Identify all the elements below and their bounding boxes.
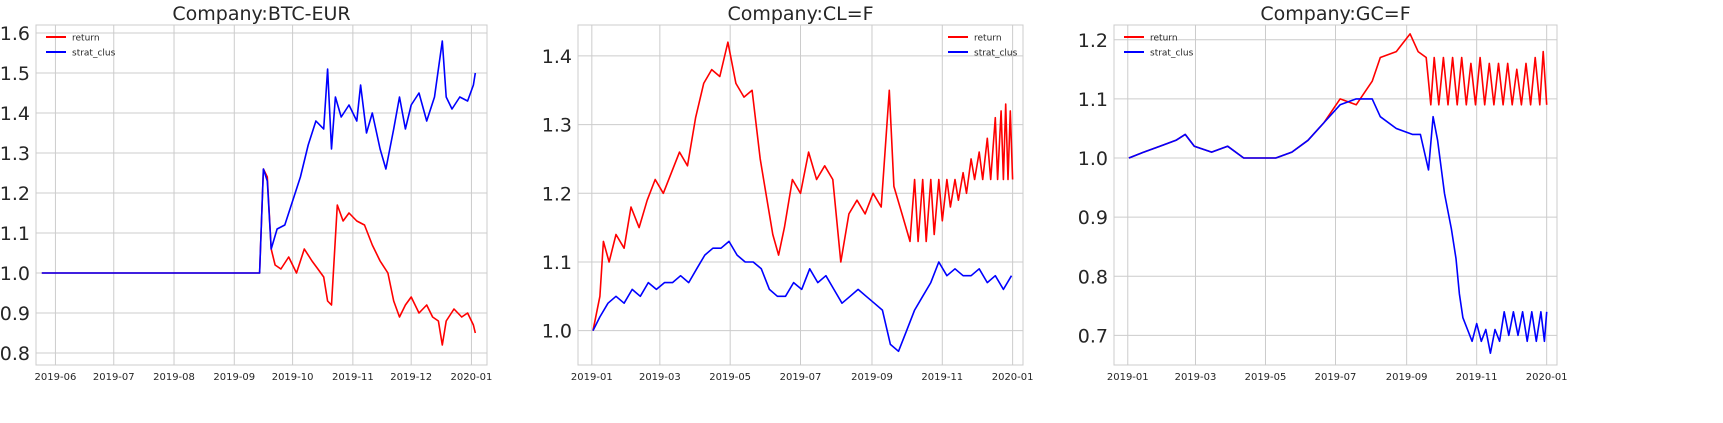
y-tick-label: 1.1 xyxy=(0,223,30,245)
legend-label: strat_clus xyxy=(974,49,1018,59)
y-tick-label: 1.0 xyxy=(1078,148,1108,170)
legend: return strat_clus xyxy=(1124,34,1194,59)
chart-title: Company:GC=F xyxy=(1260,3,1410,25)
plot-area xyxy=(36,25,487,365)
y-tick-label: 0.7 xyxy=(1078,325,1108,347)
y-tick-label: 1.0 xyxy=(0,263,30,285)
series-line-strat-clus xyxy=(592,240,1013,353)
x-tick-label: 2019-05 xyxy=(1245,372,1287,383)
x-tick-label: 2020-01 xyxy=(992,372,1034,383)
y-tick-label: 1.6 xyxy=(0,23,30,45)
x-tick-label: 2019-11 xyxy=(921,372,963,383)
x-tick-label: 2020-01 xyxy=(1526,372,1568,383)
legend-label: return xyxy=(974,34,1002,44)
y-tick-label: 1.4 xyxy=(0,103,30,125)
y-tick-label: 0.8 xyxy=(0,343,30,365)
chart-title: Company:BTC-EUR xyxy=(172,3,350,25)
chart-panel-cl-f: 2019-01 2019-03 2019-05 2019-07 2019-09 2019-… xyxy=(542,3,1034,383)
x-tick-label: 2019-11 xyxy=(1456,372,1498,383)
series-line-return xyxy=(41,168,477,346)
chart-title: Company:CL=F xyxy=(727,3,873,25)
y-tick-label: 1.4 xyxy=(542,46,572,68)
plot-frame xyxy=(35,24,488,366)
x-tick-label: 2020-01 xyxy=(451,372,493,383)
x-tick-label: 2019-05 xyxy=(709,372,751,383)
x-tick-label: 2019-08 xyxy=(153,372,195,383)
series-line-strat-clus xyxy=(41,40,477,274)
y-tick-label: 1.3 xyxy=(542,115,572,137)
x-tick-label: 2019-09 xyxy=(213,372,255,383)
x-tick-label: 2019-06 xyxy=(35,372,77,383)
plot-frame xyxy=(1113,24,1558,366)
legend-label: strat_clus xyxy=(1150,49,1194,59)
legend-label: return xyxy=(72,34,100,44)
y-tick-label: 0.9 xyxy=(0,303,30,325)
series-line-strat-clus xyxy=(1128,98,1548,354)
y-tick-label: 0.9 xyxy=(1078,207,1108,229)
legend: return strat_clus xyxy=(948,34,1018,59)
series-line-return xyxy=(592,41,1014,331)
x-tick-label: 2019-09 xyxy=(851,372,893,383)
x-tick-label: 2019-11 xyxy=(332,372,374,383)
y-tick-label: 1.2 xyxy=(542,183,572,205)
legend: return strat_clus xyxy=(46,34,116,59)
legend-label: return xyxy=(1150,34,1178,44)
x-tick-label: 2019-12 xyxy=(390,372,432,383)
x-tick-label: 2019-09 xyxy=(1386,372,1428,383)
y-tick-label: 1.0 xyxy=(542,321,572,343)
x-tick-label: 2019-10 xyxy=(272,372,314,383)
chart-panel-gc-f: 2019-01 2019-03 2019-05 2019-07 2019-09 2019-… xyxy=(1078,3,1568,383)
plot-frame xyxy=(577,24,1024,366)
x-tick-label: 2019-01 xyxy=(571,372,613,383)
y-tick-label: 1.5 xyxy=(0,63,30,85)
chart-panel-btc-eur: 2019-06 2019-07 2019-08 2019-09 2019-10 2019-… xyxy=(0,3,492,383)
x-tick-label: 2019-07 xyxy=(1315,372,1357,383)
x-tick-label: 2019-03 xyxy=(1175,372,1217,383)
y-tick-label: 1.1 xyxy=(1078,89,1108,111)
y-tick-label: 0.8 xyxy=(1078,266,1108,288)
y-tick-label: 1.2 xyxy=(1078,30,1108,52)
x-tick-label: 2019-03 xyxy=(639,372,681,383)
y-tick-label: 1.2 xyxy=(0,183,30,205)
x-tick-label: 2019-07 xyxy=(780,372,822,383)
y-tick-label: 1.1 xyxy=(542,252,572,274)
y-tick-label: 1.3 xyxy=(0,143,30,165)
x-tick-label: 2019-01 xyxy=(1107,372,1149,383)
legend-label: strat_clus xyxy=(72,49,116,59)
x-tick-label: 2019-07 xyxy=(93,372,135,383)
